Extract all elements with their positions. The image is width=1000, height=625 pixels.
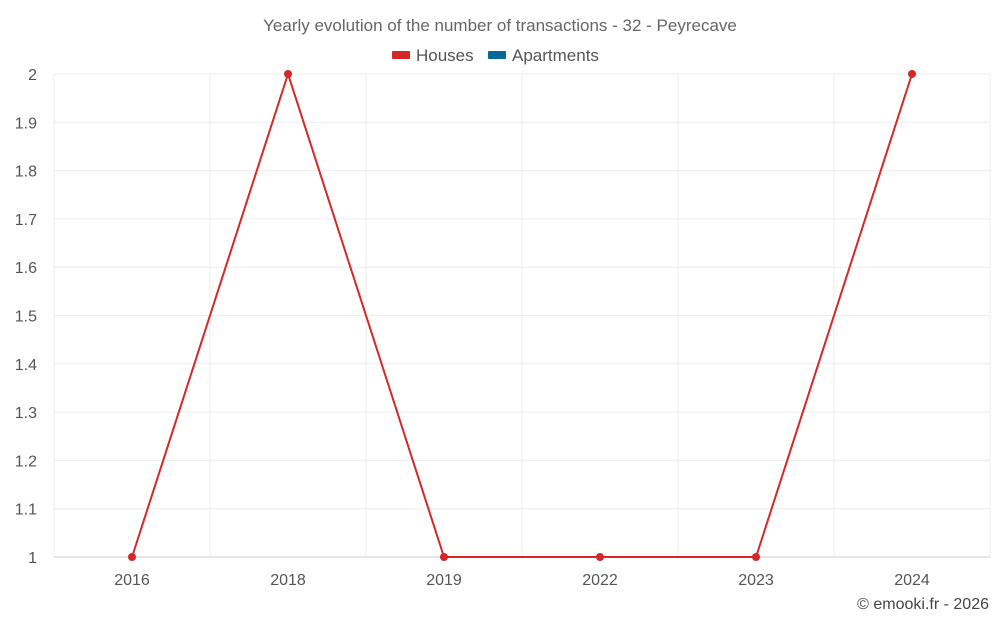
y-tick-label: 1.2 bbox=[15, 453, 37, 470]
x-tick-label: 2016 bbox=[114, 572, 150, 589]
y-tick-label: 2 bbox=[28, 67, 37, 84]
x-tick-label: 2018 bbox=[270, 572, 306, 589]
y-tick-label: 1.6 bbox=[15, 260, 37, 277]
data-point-houses[interactable] bbox=[908, 70, 916, 78]
x-tick-label: 2024 bbox=[894, 572, 930, 589]
legend-item-houses[interactable]: Houses bbox=[392, 46, 474, 65]
credit-text: © emooki.fr - 2026 bbox=[857, 596, 989, 613]
legend: Houses Apartments bbox=[392, 46, 599, 65]
x-tick-label: 2019 bbox=[426, 572, 462, 589]
y-axis-ticks: 1 1.1 1.2 1.3 1.4 1.5 1.6 1.7 1.8 1.9 2 bbox=[15, 67, 37, 567]
y-tick-label: 1.9 bbox=[15, 115, 37, 132]
data-point-houses[interactable] bbox=[284, 70, 292, 78]
y-tick-label: 1.4 bbox=[15, 357, 37, 374]
x-tick-label: 2022 bbox=[582, 572, 618, 589]
series-layer bbox=[128, 70, 916, 561]
y-tick-label: 1.3 bbox=[15, 405, 37, 422]
y-tick-label: 1.8 bbox=[15, 164, 37, 181]
legend-swatch-apartments bbox=[488, 51, 506, 59]
legend-label-houses: Houses bbox=[416, 46, 474, 65]
y-tick-label: 1 bbox=[28, 550, 37, 567]
x-axis-ticks: 2016 2018 2019 2022 2023 2024 bbox=[114, 572, 930, 589]
data-point-houses[interactable] bbox=[596, 553, 604, 561]
data-point-houses[interactable] bbox=[128, 553, 136, 561]
legend-swatch-houses bbox=[392, 51, 410, 59]
legend-item-apartments[interactable]: Apartments bbox=[488, 46, 599, 65]
y-tick-label: 1.1 bbox=[15, 502, 37, 519]
y-tick-label: 1.7 bbox=[15, 212, 37, 229]
y-tick-label: 1.5 bbox=[15, 309, 37, 326]
series-line-houses bbox=[131, 73, 913, 558]
legend-label-apartments: Apartments bbox=[512, 46, 599, 65]
x-tick-label: 2023 bbox=[738, 572, 774, 589]
data-point-houses[interactable] bbox=[440, 553, 448, 561]
data-point-houses[interactable] bbox=[752, 553, 760, 561]
chart-title: Yearly evolution of the number of transa… bbox=[263, 16, 737, 35]
